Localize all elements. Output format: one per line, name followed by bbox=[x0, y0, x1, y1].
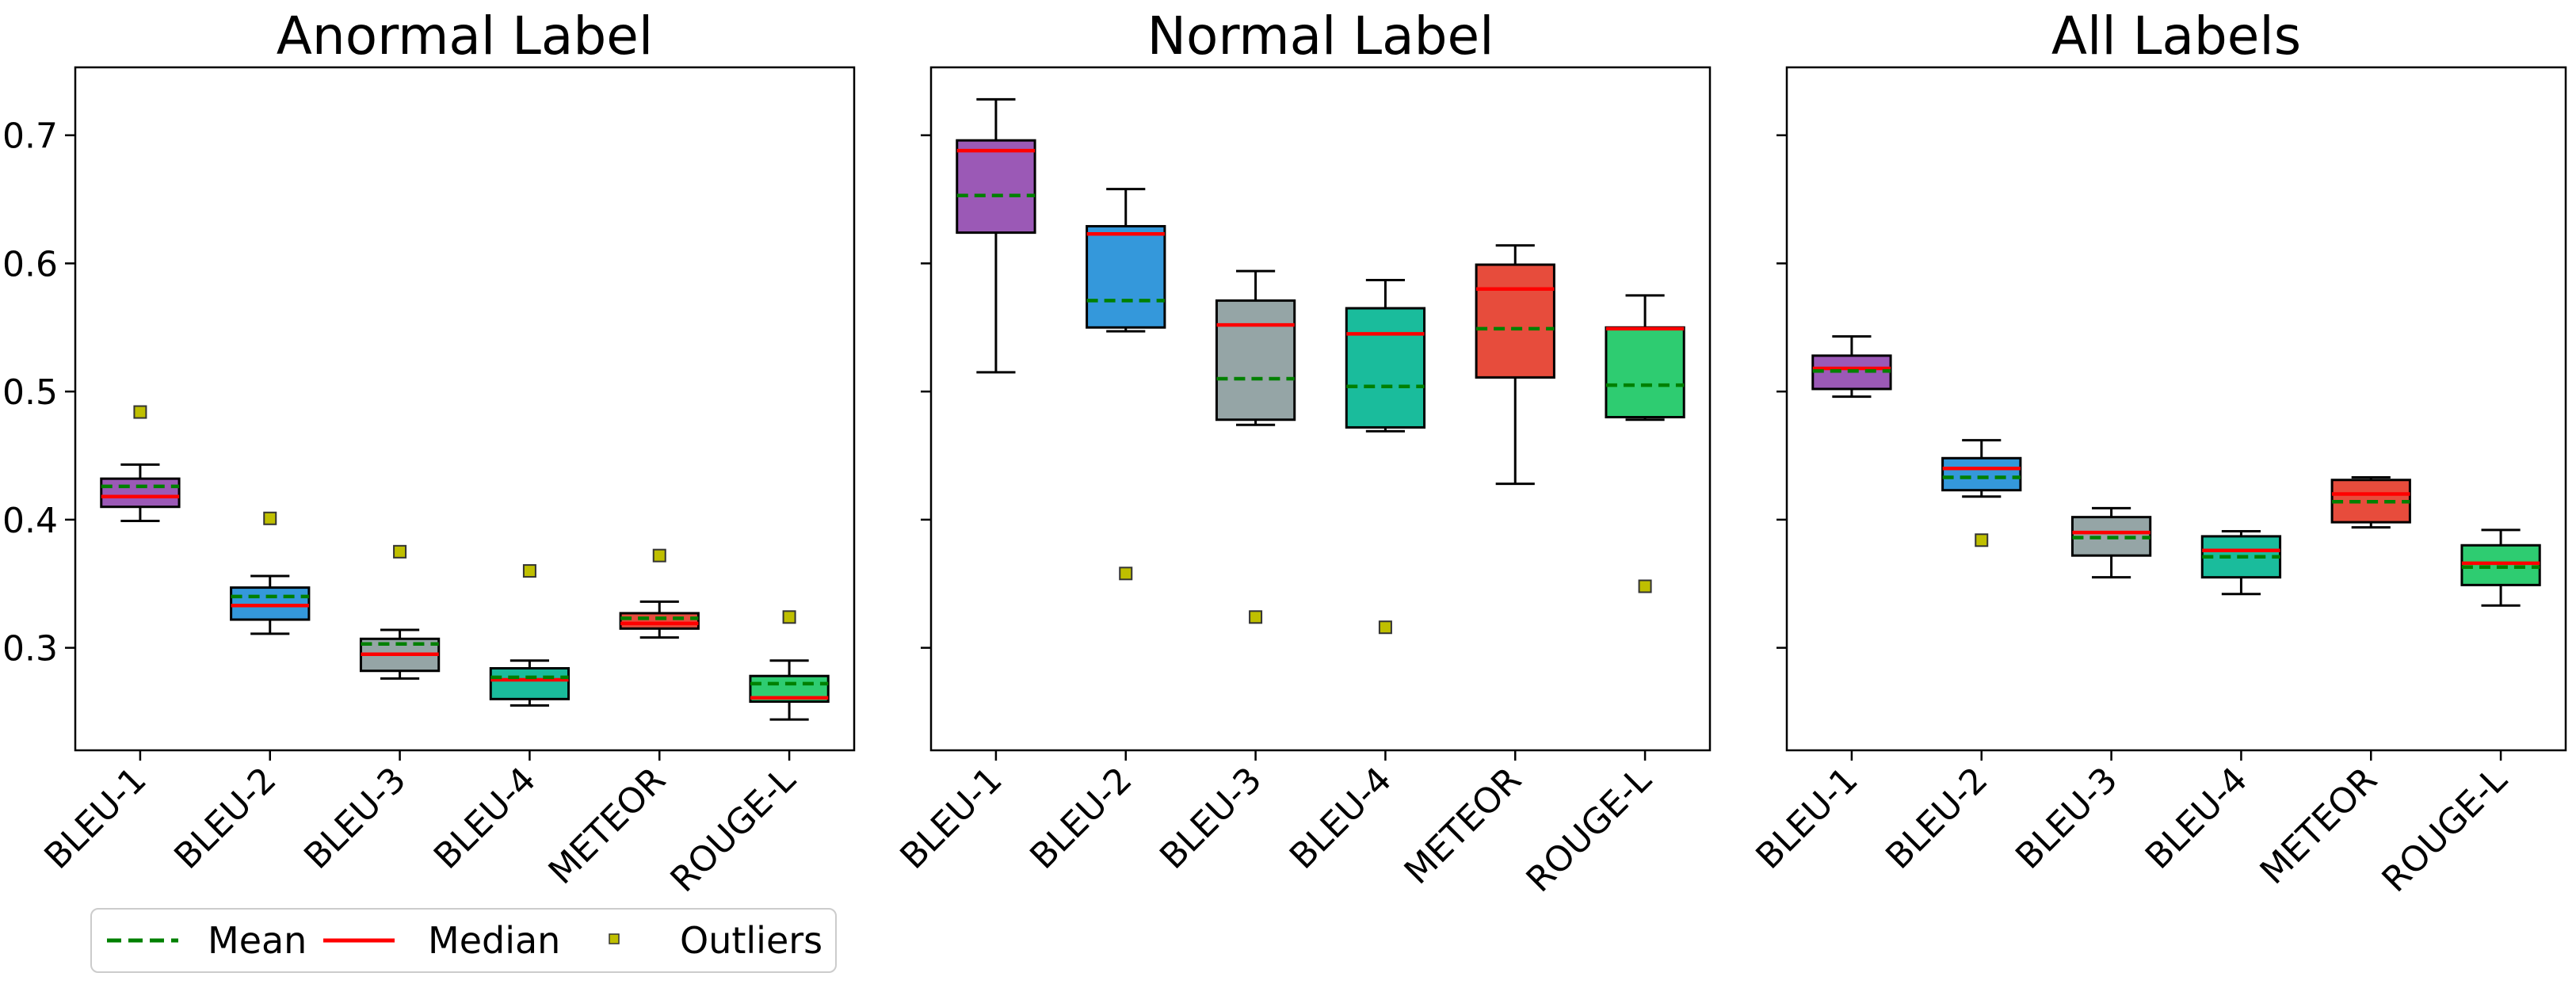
legend: Mean Median Outliers bbox=[90, 908, 837, 973]
x-tick-label: BLEU-3 bbox=[1152, 760, 1269, 877]
x-tick-label: METEOR bbox=[541, 760, 674, 892]
legend-frame bbox=[90, 908, 837, 973]
outlier-point bbox=[133, 405, 147, 419]
outlier-point bbox=[1975, 533, 1989, 547]
legend-mean-label: Mean bbox=[208, 919, 307, 962]
box-rouge-l bbox=[2460, 544, 2541, 586]
x-tick-label: BLEU-3 bbox=[2008, 760, 2125, 877]
subplot-title: Normal Label bbox=[1147, 6, 1494, 67]
axes-frame bbox=[1785, 66, 2567, 752]
y-tick-label: 0.6 bbox=[2, 244, 58, 284]
legend-outliers-swatch bbox=[609, 933, 620, 944]
axes-frame bbox=[74, 66, 856, 752]
axes-frame bbox=[929, 66, 1712, 752]
panel-all-labels: All Labels BLEU-1 BLEU-2 BLEU-3 BLEU-4METEOR… bbox=[1749, 6, 2567, 900]
x-tick-label: BLEU-2 bbox=[1022, 760, 1139, 877]
box-bleu-1 bbox=[956, 139, 1036, 235]
box-bleu-3 bbox=[1215, 299, 1296, 422]
box-bleu-4 bbox=[1345, 307, 1426, 429]
x-tick-label: ROUGE-L bbox=[2375, 759, 2516, 900]
outlier-point bbox=[652, 548, 666, 563]
outlier-point bbox=[393, 544, 407, 559]
outlier-point bbox=[1638, 579, 1652, 593]
x-tick-label: BLEU-2 bbox=[166, 760, 284, 877]
outlier-point bbox=[522, 564, 536, 578]
outlier-point bbox=[1378, 620, 1392, 635]
x-tick-label: BLEU-1 bbox=[37, 760, 155, 877]
box-meteor bbox=[619, 612, 700, 630]
x-tick-label: METEOR bbox=[1397, 760, 1529, 892]
outlier-point bbox=[1249, 610, 1263, 624]
subplot-title: Anormal Label bbox=[277, 6, 653, 67]
x-tick-label: METEOR bbox=[2253, 760, 2385, 892]
y-tick-label: 0.3 bbox=[2, 629, 58, 669]
y-tick-label: 0.4 bbox=[2, 501, 58, 541]
x-tick-label: BLEU-1 bbox=[893, 760, 1010, 877]
x-tick-label: BLEU-4 bbox=[426, 760, 544, 877]
box-bleu-2 bbox=[230, 586, 311, 621]
x-tick-label: BLEU-1 bbox=[1749, 760, 1866, 877]
x-tick-label: BLEU-3 bbox=[296, 760, 414, 877]
outlier-point bbox=[1119, 566, 1133, 581]
outlier-point bbox=[263, 511, 277, 525]
legend-outliers-label: Outliers bbox=[680, 919, 822, 962]
x-tick-label: BLEU-4 bbox=[2138, 760, 2255, 877]
x-tick-label: BLEU-4 bbox=[1282, 760, 1399, 877]
legend-median-label: Median bbox=[428, 919, 560, 962]
box-bleu-2 bbox=[1086, 225, 1166, 329]
subplot-title: All Labels bbox=[2051, 6, 2301, 67]
x-tick-label: BLEU-2 bbox=[1878, 760, 1995, 877]
box-rouge-l bbox=[1605, 326, 1685, 419]
box-meteor bbox=[1475, 263, 1555, 379]
box-bleu-2 bbox=[1941, 456, 2022, 492]
y-tick-label: 0.5 bbox=[2, 372, 58, 413]
panel-anormal-label: Anormal Label 0.3 0.4 0.5 0.6 0.7 BLEU-1 BLEU-2… bbox=[2, 6, 856, 900]
box-bleu-1 bbox=[100, 477, 181, 509]
box-bleu-4 bbox=[489, 666, 571, 700]
x-tick-label: ROUGE-L bbox=[1519, 759, 1660, 900]
y-tick-label: 0.7 bbox=[2, 116, 58, 157]
x-tick-label: ROUGE-L bbox=[663, 759, 804, 900]
panel-normal-label: Normal Label BLEU-1 BLEU-2 BLEU-3 BLEU-4METE… bbox=[893, 6, 1712, 900]
outlier-point bbox=[782, 610, 796, 624]
